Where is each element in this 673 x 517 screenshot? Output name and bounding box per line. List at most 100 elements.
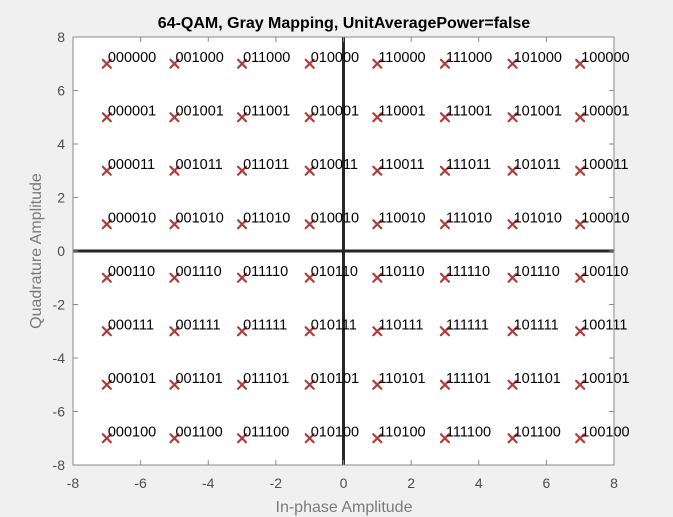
constellation-point xyxy=(372,219,383,230)
constellation-point xyxy=(101,219,112,230)
point-label: 010010 xyxy=(311,210,359,226)
point-label: 001000 xyxy=(175,50,223,66)
x-axis-ticks: -8 -6 -4 -2 0 2 4 6 8 xyxy=(67,37,618,491)
point-label: 110010 xyxy=(378,210,425,226)
point-label: 011010 xyxy=(243,210,290,226)
point-label: 110110 xyxy=(378,264,424,280)
constellation-point xyxy=(439,326,451,337)
y-tick-label: 2 xyxy=(57,190,65,206)
constellation-point xyxy=(575,433,586,444)
point-label: 000100 xyxy=(108,424,156,440)
reference-lines xyxy=(73,37,614,465)
point-label: 000011 xyxy=(108,157,155,173)
constellation-point xyxy=(507,379,518,390)
point-label: 000110 xyxy=(108,264,155,280)
point-label: 010001 xyxy=(311,103,359,119)
point-label: 101110 xyxy=(514,264,560,280)
constellation-point xyxy=(439,165,451,176)
point-label: 100001 xyxy=(581,103,629,119)
point-label: 000000 xyxy=(108,50,156,66)
point-label: 001111 xyxy=(175,317,220,333)
constellation-point xyxy=(439,379,451,390)
point-label: 011011 xyxy=(243,157,289,173)
constellation-point xyxy=(439,433,451,444)
point-label: 011000 xyxy=(243,50,290,66)
point-label: 111011 xyxy=(446,157,491,173)
constellation-point xyxy=(169,326,180,337)
point-label: 001110 xyxy=(175,264,221,280)
x-tick-label: 0 xyxy=(340,475,348,491)
constellation-point xyxy=(507,326,518,337)
point-label: 101011 xyxy=(514,157,561,173)
point-label: 101000 xyxy=(514,50,562,66)
constellation-point xyxy=(236,219,248,230)
constellation-point xyxy=(439,58,451,69)
point-label: 100110 xyxy=(581,264,628,280)
point-label: 100000 xyxy=(581,50,629,66)
constellation-point xyxy=(507,58,518,69)
point-label: 111001 xyxy=(446,103,492,119)
point-label: 010100 xyxy=(311,424,359,440)
x-tick-label: 8 xyxy=(610,475,618,491)
constellation-point xyxy=(304,165,315,176)
constellation-point xyxy=(101,165,112,176)
point-label: 100011 xyxy=(581,157,628,173)
constellation-point xyxy=(169,219,180,230)
constellation-point xyxy=(304,58,315,69)
point-label: 010111 xyxy=(311,317,357,333)
constellation-point xyxy=(236,165,248,176)
x-tick-label: -6 xyxy=(134,475,147,491)
constellation-point xyxy=(101,272,112,283)
point-label: 101111 xyxy=(514,317,559,333)
point-label: 111111 xyxy=(446,317,489,333)
constellation-point xyxy=(304,326,315,337)
y-tick-label: 4 xyxy=(57,136,65,152)
y-tick-label: 8 xyxy=(57,29,65,45)
point-label: 011101 xyxy=(243,371,289,387)
constellation-point xyxy=(439,272,451,283)
constellation-point xyxy=(304,219,315,230)
x-tick-label: -8 xyxy=(67,475,80,491)
constellation-point xyxy=(236,112,248,123)
constellation-point xyxy=(372,112,383,123)
constellation-point xyxy=(507,433,518,444)
constellation-markers xyxy=(101,58,586,444)
constellation-point xyxy=(236,326,248,337)
constellation-point xyxy=(439,219,451,230)
point-label: 110101 xyxy=(378,371,425,387)
constellation-point xyxy=(169,112,180,123)
y-tick-label: -6 xyxy=(53,404,66,420)
y-tick-label: 6 xyxy=(57,83,65,99)
constellation-point xyxy=(236,433,248,444)
constellation-point xyxy=(372,326,383,337)
constellation-point xyxy=(575,165,586,176)
point-label: 001011 xyxy=(175,157,222,173)
point-label: 110001 xyxy=(378,103,425,119)
constellation-labels: 000000 001000 011000 010000 110000 111000 1010… xyxy=(108,50,630,441)
x-tick-label: 2 xyxy=(407,475,415,491)
point-label: 110011 xyxy=(378,157,424,173)
x-tick-label: -4 xyxy=(202,475,215,491)
constellation-point xyxy=(507,112,518,123)
constellation-point xyxy=(439,112,451,123)
point-label: 001100 xyxy=(175,424,222,440)
point-label: 010110 xyxy=(311,264,358,280)
y-tick-label: -8 xyxy=(53,457,66,473)
constellation-point xyxy=(304,272,315,283)
point-label: 111010 xyxy=(446,210,492,226)
constellation-point xyxy=(169,433,180,444)
constellation-point xyxy=(169,272,180,283)
constellation-point xyxy=(575,272,586,283)
constellation-point xyxy=(236,379,248,390)
constellation-point xyxy=(101,433,112,444)
constellation-point xyxy=(575,219,586,230)
constellation-point xyxy=(304,112,315,123)
point-label: 011100 xyxy=(243,424,289,440)
constellation-point xyxy=(101,58,112,69)
constellation-point xyxy=(169,379,180,390)
y-axis-title: Quadrature Amplitude xyxy=(28,173,45,329)
constellation-point xyxy=(169,165,180,176)
point-label: 110111 xyxy=(378,317,423,333)
constellation-point xyxy=(372,433,383,444)
